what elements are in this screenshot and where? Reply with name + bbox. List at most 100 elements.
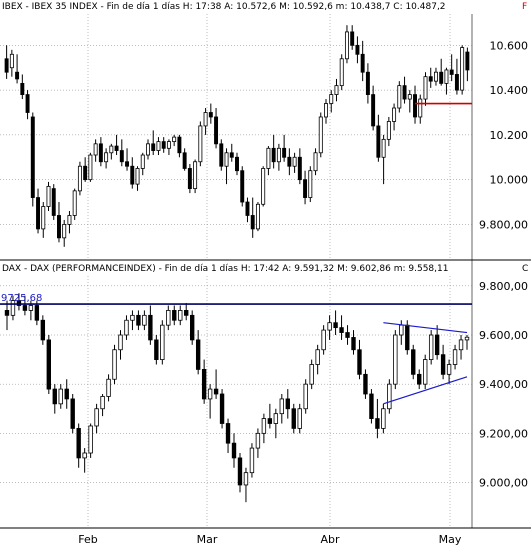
candle-body xyxy=(446,364,452,375)
candle-body xyxy=(303,179,308,198)
candle-body xyxy=(229,152,234,158)
candle-body xyxy=(198,125,203,163)
candle-body xyxy=(309,364,314,385)
candle-body xyxy=(15,71,20,80)
candle-body xyxy=(114,145,119,151)
candle-body xyxy=(140,154,145,169)
candle-body xyxy=(70,398,75,429)
candle-body xyxy=(46,185,51,207)
candle-body xyxy=(255,203,260,230)
candle-body xyxy=(464,336,470,341)
candle-body xyxy=(334,85,339,95)
candle-body xyxy=(413,94,417,118)
candle-body xyxy=(182,152,187,169)
x-tick-label: Abr xyxy=(320,533,340,546)
candle-body xyxy=(363,373,368,395)
candle-body xyxy=(156,141,161,151)
candle-body xyxy=(387,383,392,410)
trend-line xyxy=(383,322,468,334)
candle-body xyxy=(397,85,402,109)
candle-body xyxy=(201,369,207,400)
candle-body xyxy=(350,31,355,46)
candle-body xyxy=(9,53,14,69)
candle-body xyxy=(184,310,189,316)
candle-body xyxy=(444,69,449,84)
candle-body xyxy=(249,447,255,474)
candle-body xyxy=(98,143,103,163)
candle-body xyxy=(136,314,141,326)
candle-body xyxy=(225,423,231,444)
candle-body xyxy=(34,305,40,321)
candle-body xyxy=(193,161,198,190)
candle-body xyxy=(151,143,156,151)
candle-body xyxy=(154,339,159,360)
candle-body xyxy=(460,47,465,91)
candle-body xyxy=(273,413,279,424)
candle-body xyxy=(16,300,22,306)
candle-body xyxy=(418,98,423,118)
candle-body xyxy=(303,383,308,410)
candle-body xyxy=(271,147,276,163)
candle-body xyxy=(357,349,362,375)
candle-body xyxy=(371,94,376,127)
candle-body xyxy=(339,327,344,333)
candle-body xyxy=(20,82,25,95)
y-tick-label: 9.000,00 xyxy=(479,477,528,490)
candle-body xyxy=(82,452,87,459)
candle-body xyxy=(329,94,334,104)
candle-body xyxy=(146,143,150,156)
candle-body xyxy=(203,112,208,127)
candle-body xyxy=(4,310,10,316)
candle-body xyxy=(51,188,56,216)
candle-body xyxy=(399,324,404,336)
candle-body xyxy=(402,85,407,100)
candle-body xyxy=(214,116,219,145)
candle-body xyxy=(213,388,219,395)
candle-body xyxy=(297,408,302,429)
candle-body xyxy=(187,168,192,190)
y-tick-label: 9.200,00 xyxy=(479,427,528,440)
candle-body xyxy=(161,141,166,149)
candle-body xyxy=(94,408,99,427)
candle-body xyxy=(433,71,438,82)
candle-body xyxy=(292,156,297,167)
ibex-header-text: IBEX - IBEX 35 INDEX - Fin de día 1 días… xyxy=(2,2,446,12)
candle-body xyxy=(160,324,165,360)
candle-body xyxy=(72,190,77,216)
trend-line xyxy=(383,376,468,405)
candle-body xyxy=(266,147,271,169)
candle-body xyxy=(422,359,428,385)
candle-body xyxy=(287,156,292,167)
candle-body xyxy=(411,349,416,375)
candle-body xyxy=(351,337,356,351)
candle-body xyxy=(261,418,267,434)
candle-body xyxy=(405,324,410,351)
candle-body xyxy=(267,418,273,424)
candle-body xyxy=(88,425,93,454)
candle-body xyxy=(100,396,105,410)
resistance-label: 9725,68 xyxy=(1,293,42,304)
candle-body xyxy=(67,215,72,225)
candle-body xyxy=(130,165,135,185)
candle-body xyxy=(375,418,380,429)
candle-body xyxy=(36,197,41,230)
candle-body xyxy=(172,310,177,321)
candle-body xyxy=(30,116,35,198)
candle-body xyxy=(57,215,61,239)
candle-body xyxy=(355,44,360,55)
candle-body xyxy=(235,156,239,172)
y-tick-label: 10.400 xyxy=(490,84,529,97)
candle-body xyxy=(381,138,386,158)
candle-body xyxy=(28,305,34,311)
candle-body xyxy=(4,58,9,73)
candle-body xyxy=(315,349,320,365)
candle-body xyxy=(285,398,290,410)
candle-body xyxy=(125,161,130,167)
candle-body xyxy=(237,457,243,486)
candle-body xyxy=(112,349,117,380)
y-tick-label: 9.800,00 xyxy=(479,218,528,231)
candle-body xyxy=(423,76,428,100)
candle-body xyxy=(178,310,183,321)
candle-body xyxy=(250,215,255,230)
